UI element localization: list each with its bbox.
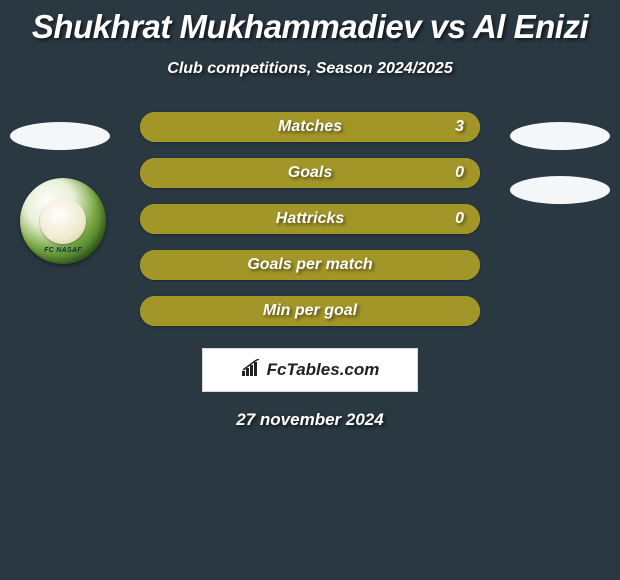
club-badge-inner xyxy=(40,198,86,244)
stat-bar: Goals per match xyxy=(140,250,480,280)
stat-value: 3 xyxy=(455,118,464,136)
stat-value: 0 xyxy=(455,210,464,228)
bar-chart-icon xyxy=(241,359,263,382)
date-text: 27 november 2024 xyxy=(0,410,620,430)
stats-bars: Matches 3 Goals 0 Hattricks 0 Goals per … xyxy=(140,112,480,326)
page-title: Shukhrat Mukhammadiev vs Al Enizi xyxy=(0,0,620,46)
club-badge: FC NASAF xyxy=(20,178,106,264)
placeholder-oval-top-left xyxy=(10,122,110,150)
stat-label: Matches xyxy=(278,118,342,136)
attribution-logo: FcTables.com xyxy=(202,348,418,392)
subtitle: Club competitions, Season 2024/2025 xyxy=(0,60,620,78)
stat-bar: Matches 3 xyxy=(140,112,480,142)
stat-bar: Hattricks 0 xyxy=(140,204,480,234)
stat-label: Goals xyxy=(288,164,332,182)
placeholder-oval-top-right xyxy=(510,122,610,150)
stat-label: Min per goal xyxy=(263,302,357,320)
attribution-text: FcTables.com xyxy=(267,360,380,380)
club-badge-text: FC NASAF xyxy=(20,247,106,254)
stat-value: 0 xyxy=(455,164,464,182)
placeholder-oval-bottom-right xyxy=(510,176,610,204)
stat-label: Goals per match xyxy=(247,256,372,274)
stat-bar: Goals 0 xyxy=(140,158,480,188)
stat-label: Hattricks xyxy=(276,210,344,228)
stat-bar: Min per goal xyxy=(140,296,480,326)
